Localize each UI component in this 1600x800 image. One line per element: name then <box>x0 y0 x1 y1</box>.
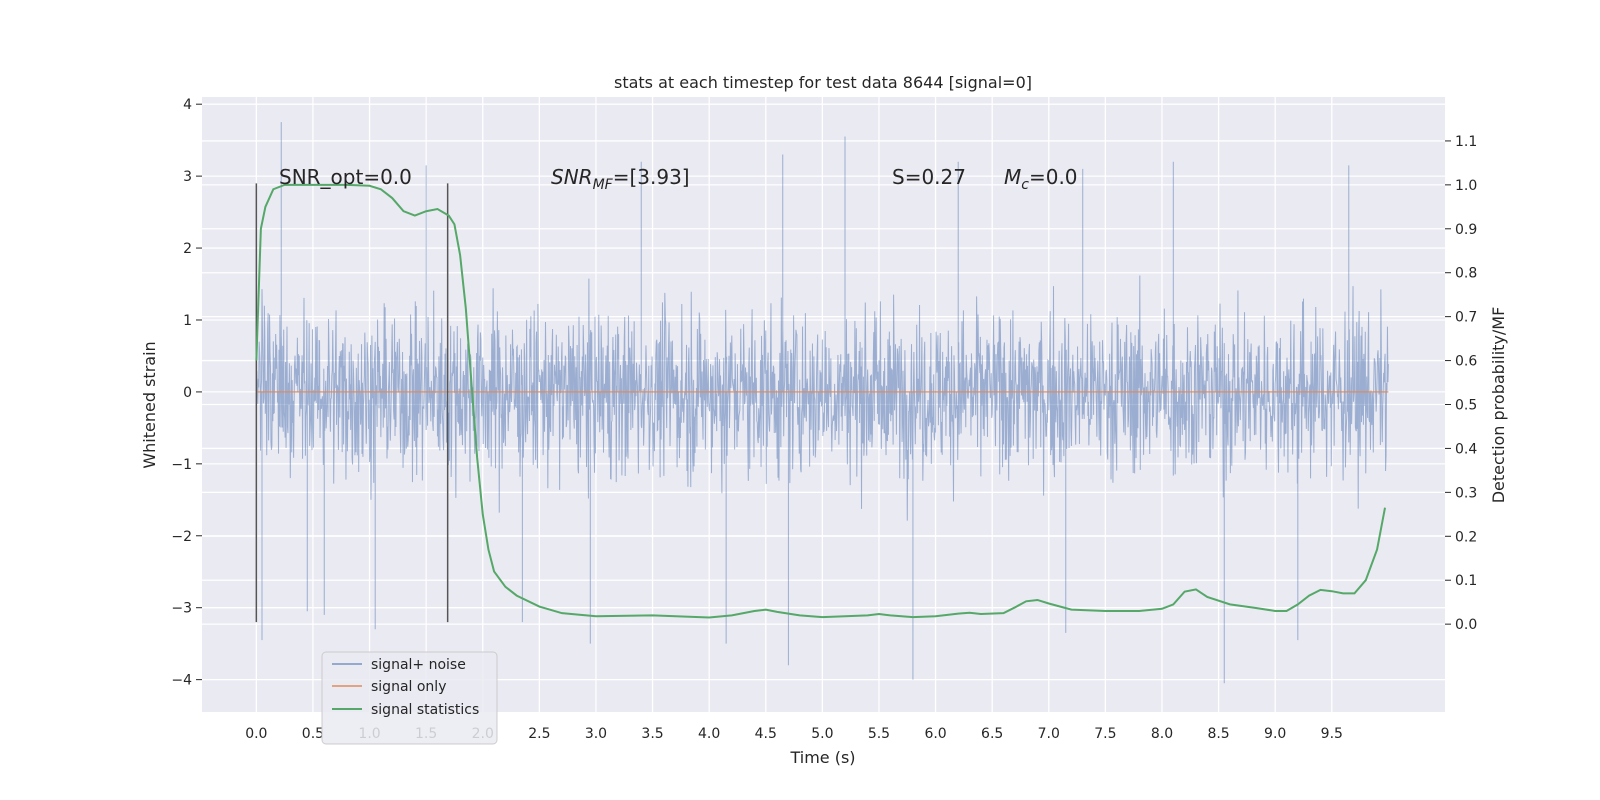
snr-mf-base: SNR <box>551 165 593 189</box>
y-tick-label: 4 <box>183 97 192 113</box>
y2-tick-label: 0.0 <box>1455 617 1477 633</box>
x-tick-label: 0.5 <box>302 726 324 742</box>
y-tick-label: −1 <box>171 457 192 473</box>
series-signal-plus-noise <box>255 122 1389 684</box>
y2-tick-label: 0.1 <box>1455 573 1477 589</box>
x-tick-label: 5.5 <box>868 726 890 742</box>
y-tick-label: 1 <box>183 313 192 329</box>
annotation-mc: Mc=0.0 <box>1004 165 1078 193</box>
y-axis-label-right: Detection probability/MF <box>1489 307 1508 504</box>
legend-label-signal-only: signal only <box>371 679 446 695</box>
chart-title: stats at each timestep for test data 864… <box>614 73 1032 92</box>
x-tick-label: 9.0 <box>1264 726 1286 742</box>
mc-base: M <box>1004 165 1021 189</box>
annotation-s: S=0.27 <box>892 165 966 189</box>
x-tick-label: 7.5 <box>1094 726 1116 742</box>
y-tick-label: 2 <box>183 241 192 257</box>
signal-plus-noise-line <box>255 122 1389 684</box>
y2-tick-label: 0.7 <box>1455 310 1477 326</box>
y2-tick-label: 0.4 <box>1455 441 1477 457</box>
x-tick-label: 0.0 <box>245 726 267 742</box>
x-tick-label: 9.5 <box>1321 726 1343 742</box>
signal-statistics-line <box>255 183 1386 619</box>
x-tick-label: 3.0 <box>585 726 607 742</box>
y-tick-label: 0 <box>183 385 192 401</box>
y-tick-label: −4 <box>171 673 192 689</box>
x-tick-label: 3.5 <box>641 726 663 742</box>
annotation-snr-opt: SNR_opt=0.0 <box>279 165 412 189</box>
x-axis-label: Time (s) <box>789 748 855 767</box>
y2-tick-label: 0.2 <box>1455 529 1477 545</box>
x-tick-label: 4.0 <box>698 726 720 742</box>
x-tick-label: 5.0 <box>811 726 833 742</box>
y2-tick-label: 0.3 <box>1455 485 1477 501</box>
snr-mf-subscript: MF <box>593 177 614 193</box>
x-tick-label: 4.5 <box>755 726 777 742</box>
y2-tick-label: 1.1 <box>1455 134 1477 150</box>
y2-tick-label: 1.0 <box>1455 178 1477 194</box>
y-tick-label: −2 <box>171 529 192 545</box>
vertical-markers <box>255 183 449 623</box>
y-axis-label-left: Whitened strain <box>140 341 159 468</box>
y2-tick-label: 0.8 <box>1455 266 1477 282</box>
x-tick-label: 6.5 <box>981 726 1003 742</box>
axis-ticks: 0.00.51.01.52.02.53.03.54.04.55.05.56.06… <box>171 97 1477 742</box>
x-tick-label: 2.5 <box>528 726 550 742</box>
x-tick-label: 6.0 <box>924 726 946 742</box>
snr-mf-value: =[3.93] <box>613 165 690 189</box>
x-tick-label: 8.5 <box>1207 726 1229 742</box>
series-signal-statistics <box>255 183 1386 619</box>
mc-value: =0.0 <box>1029 165 1078 189</box>
y-tick-label: 3 <box>183 169 192 185</box>
annotation-snr-mf: SNRMF=[3.93] <box>551 165 690 193</box>
legend-label-signal-plus-noise: signal+ noise <box>371 657 466 673</box>
x-tick-label: 8.0 <box>1151 726 1173 742</box>
y2-tick-label: 0.5 <box>1455 398 1477 414</box>
y-tick-label: −3 <box>171 601 192 617</box>
legend-box <box>321 651 498 745</box>
legend-label-signal-statistics: signal statistics <box>371 702 479 718</box>
legend: signal+ noise signal only signal statist… <box>321 651 498 745</box>
x-tick-label: 7.0 <box>1038 726 1060 742</box>
mc-subscript: c <box>1021 177 1029 193</box>
y2-tick-label: 0.6 <box>1455 354 1477 370</box>
y2-tick-label: 0.9 <box>1455 222 1477 238</box>
